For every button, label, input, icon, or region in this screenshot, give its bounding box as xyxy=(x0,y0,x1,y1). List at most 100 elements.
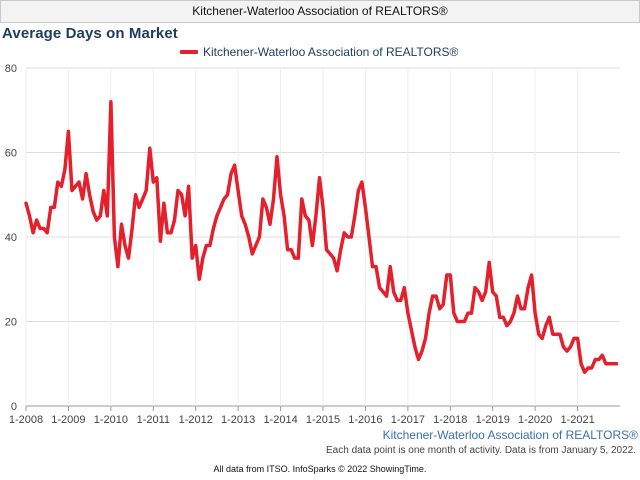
data-point xyxy=(106,214,109,217)
data-point xyxy=(191,257,194,260)
data-point xyxy=(587,366,590,369)
data-point xyxy=(173,219,176,222)
data-point xyxy=(208,244,211,247)
data-point xyxy=(194,244,197,247)
data-point xyxy=(276,155,279,158)
data-point xyxy=(484,290,487,293)
data-point xyxy=(527,286,530,289)
data-point xyxy=(396,299,399,302)
x-tick-label: 1-2014 xyxy=(263,414,297,426)
data-point xyxy=(152,181,155,184)
data-point xyxy=(283,214,286,217)
data-point xyxy=(226,193,229,196)
data-point xyxy=(145,189,148,192)
data-point xyxy=(481,299,484,302)
chart-title: Average Days on Market xyxy=(2,25,178,42)
data-note: Each data point is one month of activity… xyxy=(326,445,636,456)
series-line xyxy=(24,100,619,374)
data-point xyxy=(325,248,328,251)
data-point xyxy=(304,214,307,217)
data-point xyxy=(177,189,180,192)
data-point xyxy=(297,257,300,260)
x-tick-label: 1-2013 xyxy=(221,414,255,426)
data-point xyxy=(318,176,321,179)
data-point xyxy=(350,236,353,239)
data-point xyxy=(608,362,611,365)
data-point xyxy=(346,236,349,239)
data-point xyxy=(463,320,466,323)
data-point xyxy=(449,274,452,277)
y-tick-label: 80 xyxy=(5,63,17,75)
legend-label: Kitchener-Waterloo Association of REALTO… xyxy=(203,45,459,59)
legend-swatch xyxy=(180,50,198,54)
data-point xyxy=(470,312,473,315)
data-point xyxy=(555,333,558,336)
data-point xyxy=(558,333,561,336)
data-point xyxy=(215,214,218,217)
data-point xyxy=(505,324,508,327)
data-point xyxy=(583,371,586,374)
data-point xyxy=(516,295,519,298)
data-point xyxy=(615,362,618,365)
data-point xyxy=(332,257,335,260)
x-tick-label: 1-2019 xyxy=(476,414,510,426)
data-point xyxy=(81,197,84,200)
data-point xyxy=(509,320,512,323)
data-point xyxy=(576,337,579,340)
data-point xyxy=(389,265,392,268)
data-point xyxy=(25,202,28,205)
data-point xyxy=(88,193,91,196)
x-tick-label: 1-2008 xyxy=(9,414,43,426)
data-point xyxy=(39,227,42,230)
data-point xyxy=(329,252,332,255)
data-point xyxy=(569,345,572,348)
data-point xyxy=(184,214,187,217)
data-point xyxy=(428,312,431,315)
data-point xyxy=(495,295,498,298)
data-point xyxy=(127,257,130,260)
data-point xyxy=(477,290,480,293)
data-point xyxy=(109,100,112,103)
data-point xyxy=(431,295,434,298)
data-point xyxy=(258,236,261,239)
data-point xyxy=(357,189,360,192)
data-point xyxy=(240,214,243,217)
data-point xyxy=(382,290,385,293)
data-point xyxy=(611,362,614,365)
data-point xyxy=(421,350,424,353)
data-point xyxy=(565,350,568,353)
data-point xyxy=(49,206,52,209)
data-point xyxy=(272,197,275,200)
data-point xyxy=(56,181,59,184)
data-point xyxy=(268,223,271,226)
data-point xyxy=(474,286,477,289)
data-point xyxy=(562,345,565,348)
data-point xyxy=(353,214,356,217)
data-point xyxy=(169,231,172,234)
data-point xyxy=(322,206,325,209)
chart-legend[interactable]: Kitchener-Waterloo Association of REALTO… xyxy=(180,45,458,59)
data-point xyxy=(491,290,494,293)
data-point xyxy=(445,274,448,277)
data-point xyxy=(162,202,165,205)
x-tick-label: 1-2015 xyxy=(306,414,340,426)
y-tick-label: 60 xyxy=(5,148,17,160)
data-point xyxy=(343,231,346,234)
data-point xyxy=(279,193,282,196)
data-point xyxy=(46,231,49,234)
x-tick-label: 1-2016 xyxy=(348,414,382,426)
x-tick-label: 1-2021 xyxy=(560,414,594,426)
data-point xyxy=(261,197,264,200)
data-point xyxy=(116,265,119,268)
data-point xyxy=(138,206,141,209)
data-point xyxy=(166,231,169,234)
data-point xyxy=(67,130,70,133)
data-point xyxy=(251,252,254,255)
data-point xyxy=(53,206,56,209)
data-point xyxy=(78,181,81,184)
data-point xyxy=(573,337,576,340)
y-tick-label: 0 xyxy=(11,401,17,413)
data-point xyxy=(339,248,342,251)
data-point xyxy=(399,299,402,302)
